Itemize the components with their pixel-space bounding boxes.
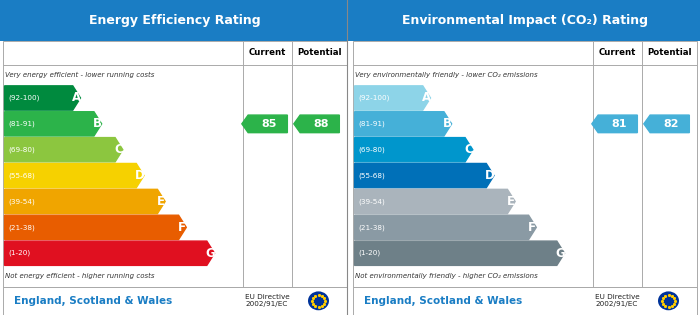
Text: 88: 88 xyxy=(314,119,329,129)
Polygon shape xyxy=(4,138,122,162)
Polygon shape xyxy=(592,115,637,133)
Text: F: F xyxy=(528,221,536,234)
Polygon shape xyxy=(355,112,452,136)
Text: D: D xyxy=(135,169,145,182)
Text: (69-80): (69-80) xyxy=(358,146,386,153)
Text: (92-100): (92-100) xyxy=(358,95,390,101)
Text: Current: Current xyxy=(599,48,636,57)
Bar xyxy=(0,0,350,41)
Polygon shape xyxy=(4,86,80,110)
Bar xyxy=(3,287,347,315)
Polygon shape xyxy=(355,241,564,265)
Text: Not environmentally friendly - higher CO₂ emissions: Not environmentally friendly - higher CO… xyxy=(355,273,538,279)
Text: C: C xyxy=(464,143,473,156)
Polygon shape xyxy=(4,215,186,239)
Text: (81-91): (81-91) xyxy=(358,121,386,127)
Polygon shape xyxy=(4,189,165,214)
Text: Potential: Potential xyxy=(648,48,692,57)
Text: (1-20): (1-20) xyxy=(358,250,381,256)
Text: C: C xyxy=(114,143,123,156)
Text: Potential: Potential xyxy=(298,48,342,57)
Circle shape xyxy=(308,291,329,310)
Polygon shape xyxy=(355,189,515,214)
Text: EU Directive
2002/91/EC: EU Directive 2002/91/EC xyxy=(595,294,640,307)
Text: F: F xyxy=(178,221,186,234)
Text: Not energy efficient - higher running costs: Not energy efficient - higher running co… xyxy=(4,273,154,279)
Bar xyxy=(3,41,347,287)
Text: A: A xyxy=(421,91,430,105)
Text: Environmental Impact (CO₂) Rating: Environmental Impact (CO₂) Rating xyxy=(402,14,648,27)
Polygon shape xyxy=(355,86,430,110)
Polygon shape xyxy=(4,112,101,136)
Text: England, Scotland & Wales: England, Scotland & Wales xyxy=(364,296,522,306)
Text: (92-100): (92-100) xyxy=(8,95,40,101)
Text: 81: 81 xyxy=(612,119,627,129)
Text: (39-54): (39-54) xyxy=(8,198,36,205)
Text: A: A xyxy=(71,91,80,105)
Text: England, Scotland & Wales: England, Scotland & Wales xyxy=(14,296,172,306)
Text: E: E xyxy=(157,195,165,208)
Polygon shape xyxy=(355,163,494,188)
Text: (21-38): (21-38) xyxy=(358,224,386,231)
Text: 82: 82 xyxy=(664,119,679,129)
Text: (21-38): (21-38) xyxy=(8,224,36,231)
Text: B: B xyxy=(443,117,452,130)
Text: D: D xyxy=(485,169,495,182)
Text: 85: 85 xyxy=(262,119,277,129)
Polygon shape xyxy=(355,138,472,162)
Text: (55-68): (55-68) xyxy=(8,172,36,179)
Text: Energy Efficiency Rating: Energy Efficiency Rating xyxy=(89,14,261,27)
Polygon shape xyxy=(4,241,214,265)
Text: Current: Current xyxy=(249,48,286,57)
Text: G: G xyxy=(555,247,565,260)
Bar xyxy=(353,41,697,287)
Text: Very environmentally friendly - lower CO₂ emissions: Very environmentally friendly - lower CO… xyxy=(355,72,537,78)
Polygon shape xyxy=(4,163,144,188)
Text: (39-54): (39-54) xyxy=(358,198,386,205)
Polygon shape xyxy=(241,115,287,133)
Circle shape xyxy=(658,291,679,310)
Polygon shape xyxy=(294,115,340,133)
Text: (1-20): (1-20) xyxy=(8,250,31,256)
Text: Very energy efficient - lower running costs: Very energy efficient - lower running co… xyxy=(4,72,154,78)
Text: EU Directive
2002/91/EC: EU Directive 2002/91/EC xyxy=(245,294,290,307)
Text: (55-68): (55-68) xyxy=(358,172,386,179)
Bar xyxy=(353,287,697,315)
Polygon shape xyxy=(355,215,536,239)
Text: B: B xyxy=(93,117,102,130)
Text: (81-91): (81-91) xyxy=(8,121,36,127)
Text: (69-80): (69-80) xyxy=(8,146,36,153)
Polygon shape xyxy=(644,115,690,133)
Text: E: E xyxy=(507,195,515,208)
Bar xyxy=(350,0,700,41)
Text: G: G xyxy=(205,247,215,260)
